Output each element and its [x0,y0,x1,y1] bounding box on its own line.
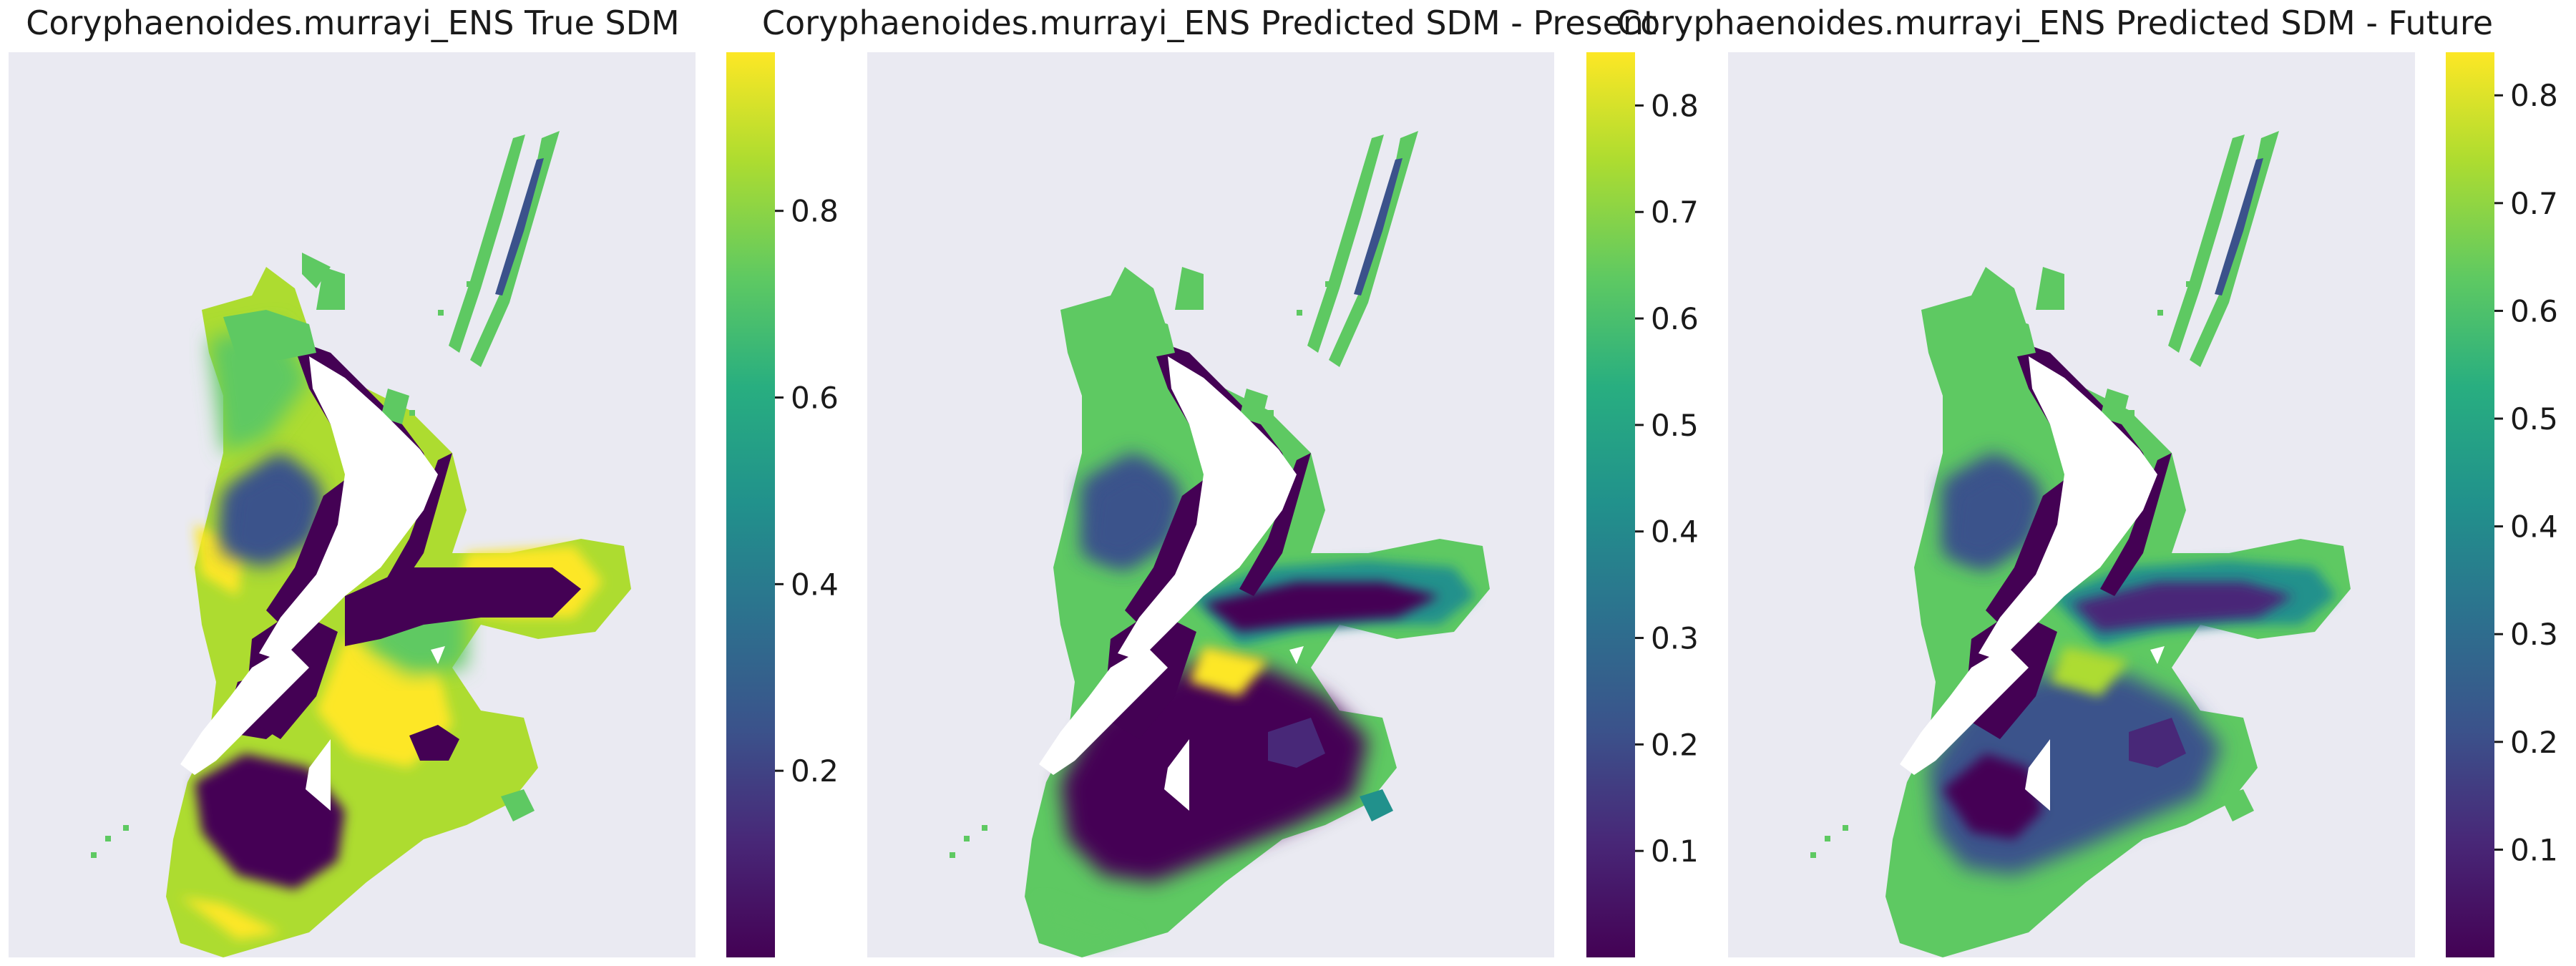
colorbar-tick-label: 0.3 [2510,617,2558,652]
panel-true-sdm: Coryphaenoides.murrayi_ENS True SDM 0.20… [9,4,839,957]
colorbar-tick-label: 0.4 [1651,514,1699,550]
colorbar-tick-label: 0.5 [1651,408,1699,443]
colorbar [1586,52,1635,957]
colorbar-tick-label: 0.7 [1651,195,1699,230]
panel-predicted-future: Coryphaenoides.murrayi_ENS Predicted SDM… [1617,4,2558,957]
colorbar-tick-label: 0.8 [791,194,839,229]
colorbar-tick-label: 0.8 [2510,78,2558,113]
chart-title: Coryphaenoides.murrayi_ENS True SDM [26,4,680,42]
chart-title: Coryphaenoides.murrayi_ENS Predicted SDM… [1617,4,2493,42]
chart-title: Coryphaenoides.murrayi_ENS Predicted SDM… [762,4,1657,42]
colorbar-tick-label: 0.7 [2510,186,2558,221]
colorbar-ticks: 0.1 0.2 0.3 0.4 0.5 0.6 0.7 0.8 [1635,88,1699,869]
colorbar-tick-label: 0.2 [2510,725,2558,760]
colorbar [726,52,775,957]
colorbar-tick-label: 0.1 [1651,834,1699,869]
colorbar-tick-label: 0.6 [2510,293,2558,328]
colorbar-tick-label: 0.3 [1651,621,1699,656]
colorbar-tick-label: 0.2 [791,753,839,789]
colorbar [2446,52,2494,957]
colorbar-tick-label: 0.4 [2510,509,2558,545]
panel-predicted-present: Coryphaenoides.murrayi_ENS Predicted SDM… [762,4,1699,957]
colorbar-tick-label: 0.6 [1651,301,1699,336]
colorbar-ticks: 0.2 0.4 0.6 0.8 [775,194,839,789]
colorbar-ticks: 0.1 0.2 0.3 0.4 0.5 0.6 0.7 0.8 [2494,78,2558,867]
colorbar-tick-label: 0.5 [2510,401,2558,436]
colorbar-tick-label: 0.1 [2510,832,2558,867]
colorbar-tick-label: 0.4 [791,567,839,602]
colorbar-tick-label: 0.8 [1651,88,1699,123]
colorbar-tick-label: 0.2 [1651,727,1699,762]
colorbar-tick-label: 0.6 [791,381,839,416]
